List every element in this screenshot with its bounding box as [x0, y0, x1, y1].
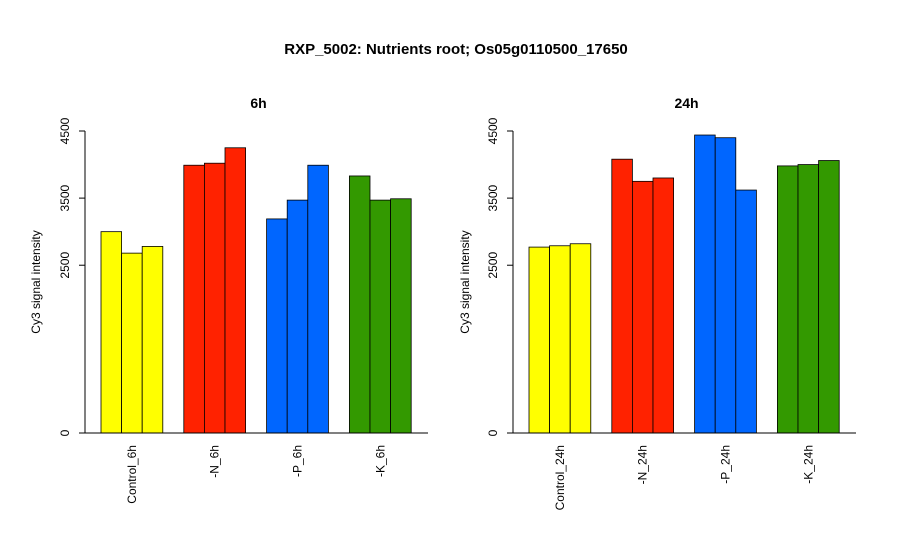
bar-n-24h-3	[652, 177, 675, 434]
bar-n-24h-1	[611, 158, 633, 434]
bar-n-6h-3	[224, 147, 247, 434]
y-axis-label: Cy3 signal intensity	[458, 230, 472, 333]
chart-panel-24h: 24h 0 2500 3500 4500 Cy3 signal intensity Cont…	[458, 95, 856, 510]
bar-n-6h-2	[203, 162, 226, 434]
x-tick-label-control-24h: Control_24h	[553, 445, 567, 510]
y-tick-label: 4500	[486, 117, 500, 144]
bar-p-6h-1	[266, 218, 288, 434]
bar-p-6h-3	[307, 164, 329, 434]
bar-n-6h-1	[183, 164, 205, 434]
x-tick-label-p-6h: -P_6h	[291, 445, 305, 477]
x-tick-label-p-24h: -P_24h	[719, 445, 733, 484]
bar-p-24h-3	[735, 189, 757, 434]
bar-k-6h-2	[369, 199, 392, 434]
y-tick-label: 2500	[58, 252, 72, 279]
y-tick-label: 3500	[486, 184, 500, 211]
bar-p-24h-2	[714, 137, 737, 434]
x-tick-label-k-6h: -K_6h	[373, 445, 387, 477]
bar-k-24h-3	[818, 160, 840, 434]
bar-k-6h-1	[348, 175, 371, 434]
bar-k-24h-1	[777, 165, 799, 434]
chart-panel-6h: 6h 0 2500 3500 4500 Cy3 signal intensity Contr…	[29, 95, 428, 504]
x-tick-label-k-24h: -K_24h	[801, 445, 815, 484]
bar-p-24h-1	[694, 134, 716, 434]
bar-control-6h-1	[100, 231, 123, 434]
y-tick-label: 0	[486, 429, 500, 436]
bar-control-24h-2	[549, 245, 571, 434]
bar-n-24h-2	[632, 180, 654, 434]
figure-title: RXP_5002: Nutrients root; Os05g0110500_1…	[284, 41, 628, 58]
panel-title: 24h	[674, 95, 698, 111]
bar-control-6h-3	[141, 246, 164, 434]
x-tick-label-control-6h: Control_6h	[125, 445, 139, 504]
bar-p-6h-2	[286, 199, 309, 434]
bar-k-6h-3	[390, 198, 412, 434]
bar-control-6h-2	[121, 252, 143, 434]
y-tick-label: 2500	[486, 252, 500, 279]
x-tick-label-n-24h: -N_24h	[636, 445, 650, 484]
y-tick-label: 0	[58, 429, 72, 436]
x-tick-label-n-6h: -N_6h	[208, 445, 222, 478]
y-axis-label: Cy3 signal intensity	[29, 230, 43, 333]
bar-control-24h-3	[569, 243, 592, 434]
y-tick-label: 3500	[58, 184, 72, 211]
panel-title: 6h	[250, 95, 266, 111]
y-tick-label: 4500	[58, 117, 72, 144]
bar-k-24h-2	[797, 164, 820, 434]
bar-control-24h-1	[528, 246, 551, 434]
